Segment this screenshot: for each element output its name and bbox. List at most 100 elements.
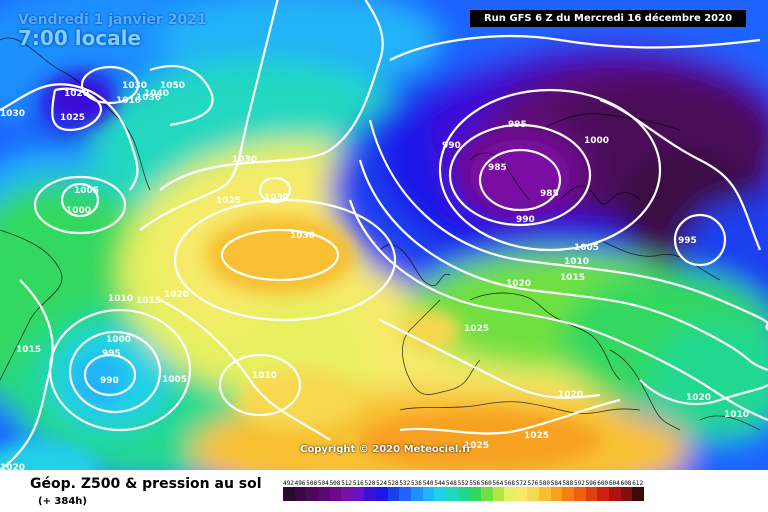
scale-swatch bbox=[352, 487, 365, 501]
color-scale: 492 496 500 504 508 512 516 520 524 528 532 536 540 5… bbox=[283, 480, 644, 501]
isobar-label: 1015 bbox=[136, 296, 161, 306]
isobar-label: 1010 bbox=[108, 294, 133, 304]
isobar-label: 1010 bbox=[116, 96, 141, 106]
isobar-label: 990 bbox=[100, 376, 119, 386]
isobar-label: 1005 bbox=[74, 186, 99, 196]
isobar-label: 1025 bbox=[464, 441, 489, 451]
weather-map: 1030 1020 1025 1030 1010 1040 1050 1036 … bbox=[0, 0, 768, 470]
isobar-label: 1030 bbox=[232, 155, 257, 165]
scale-swatch bbox=[550, 487, 563, 501]
color-scale-swatches bbox=[283, 487, 644, 501]
isobar-label: 1030 bbox=[264, 193, 289, 203]
scale-label: 504 bbox=[317, 480, 329, 487]
scale-swatch bbox=[445, 487, 458, 501]
color-scale-labels: 492 496 500 504 508 512 516 520 524 528 532 536 540 5… bbox=[283, 480, 644, 487]
scale-swatch bbox=[411, 487, 423, 501]
scale-label: 548 bbox=[445, 480, 457, 487]
scale-label: 592 bbox=[574, 480, 585, 487]
scale-swatch bbox=[632, 487, 644, 501]
scale-label: 516 bbox=[352, 480, 364, 487]
scale-swatch bbox=[620, 487, 633, 501]
scale-label: 512 bbox=[341, 480, 353, 487]
scale-swatch bbox=[294, 487, 307, 501]
scale-label: 552 bbox=[457, 480, 469, 487]
scale-label: 600 bbox=[597, 480, 609, 487]
scale-label: 568 bbox=[504, 480, 516, 487]
isobar-label: 985 bbox=[488, 163, 507, 173]
isobar-label: 1025 bbox=[216, 196, 241, 206]
scale-label: 584 bbox=[550, 480, 562, 487]
isobar-label: 990 bbox=[516, 215, 535, 225]
scale-swatch bbox=[364, 487, 377, 501]
scale-label: 560 bbox=[480, 480, 492, 487]
scale-swatch bbox=[387, 487, 400, 501]
scale-swatch bbox=[562, 487, 575, 501]
isobar-label: 1030 bbox=[0, 109, 25, 119]
scale-swatch bbox=[480, 487, 493, 501]
isobar-label: 1020 bbox=[0, 463, 25, 470]
scale-label: 604 bbox=[608, 480, 620, 487]
scale-swatch bbox=[539, 487, 551, 501]
scale-swatch bbox=[317, 487, 330, 501]
scale-label: 576 bbox=[527, 480, 539, 487]
scale-swatch bbox=[608, 487, 621, 501]
scale-label: 564 bbox=[492, 480, 504, 487]
scale-label: 508 bbox=[329, 480, 341, 487]
isobar-label: 1020 bbox=[506, 279, 531, 289]
scale-swatch bbox=[469, 487, 481, 501]
isobar-label: 1010 bbox=[564, 257, 589, 267]
isobar-label: 1040 bbox=[144, 89, 169, 99]
scale-label: 596 bbox=[585, 480, 597, 487]
isobar-label: 1000 bbox=[106, 335, 131, 345]
isobar-label: 995 bbox=[508, 120, 527, 130]
scale-label: 528 bbox=[387, 480, 399, 487]
scale-label: 532 bbox=[399, 480, 411, 487]
scale-swatch bbox=[341, 487, 353, 501]
scale-label: 588 bbox=[562, 480, 574, 487]
scale-swatch bbox=[457, 487, 470, 501]
scale-swatch bbox=[585, 487, 598, 501]
geopotential-map-svg: 1030 1020 1025 1030 1010 1040 1050 1036 … bbox=[0, 0, 768, 470]
isobar-label: 985 bbox=[540, 189, 559, 199]
scale-label: 492 bbox=[283, 480, 294, 487]
isobar-labels: 1030 1020 1025 1030 1010 1040 1050 1036 … bbox=[0, 81, 749, 470]
isobar-label: 995 bbox=[678, 236, 697, 246]
scale-label: 540 bbox=[422, 480, 434, 487]
isobar-label: 1030 bbox=[122, 81, 147, 91]
map-title: Géop. Z500 & pression au sol bbox=[30, 476, 262, 492]
scale-swatch bbox=[376, 487, 388, 501]
scale-swatch bbox=[283, 487, 295, 501]
scale-swatch bbox=[515, 487, 528, 501]
scale-label: 556 bbox=[469, 480, 481, 487]
isobar-label: 1020 bbox=[558, 390, 583, 400]
model-run-label: Run GFS 6 Z du Mercredi 16 décembre 2020 bbox=[470, 10, 746, 27]
isobar-label: 1036 bbox=[136, 93, 161, 103]
scale-swatch bbox=[527, 487, 540, 501]
scale-label: 544 bbox=[434, 480, 446, 487]
isobars bbox=[0, 0, 768, 470]
forecast-date: Vendredi 1 janvier 2021 bbox=[18, 12, 207, 28]
isobar-label: 1010 bbox=[724, 410, 749, 420]
scale-label: 612 bbox=[632, 480, 644, 487]
isobar-label: 1025 bbox=[60, 113, 85, 123]
scale-swatch bbox=[306, 487, 318, 501]
coastlines bbox=[0, 37, 761, 431]
scale-swatch bbox=[574, 487, 586, 501]
isobar-label: 1025 bbox=[524, 431, 549, 441]
scale-swatch bbox=[434, 487, 446, 501]
isobar-label: 1010 bbox=[252, 371, 277, 381]
scale-label: 608 bbox=[620, 480, 632, 487]
isobar-label: 990 bbox=[442, 141, 461, 151]
scale-label: 496 bbox=[294, 480, 306, 487]
isobar-label: 1050 bbox=[160, 81, 185, 91]
scale-swatch bbox=[329, 487, 342, 501]
isobar-label: 1020 bbox=[64, 89, 89, 99]
forecast-lead-time: (+ 384h) bbox=[38, 496, 87, 507]
isobar-label: 1025 bbox=[464, 324, 489, 334]
isobar-label: 1005 bbox=[574, 243, 599, 253]
isobar-label: 995 bbox=[102, 349, 121, 359]
scale-swatch bbox=[422, 487, 435, 501]
scale-swatch bbox=[597, 487, 609, 501]
forecast-hour: 7:00 locale bbox=[18, 26, 142, 50]
forecast-time: Vendredi 1 janvier 2021 7:00 locale bbox=[18, 12, 207, 50]
